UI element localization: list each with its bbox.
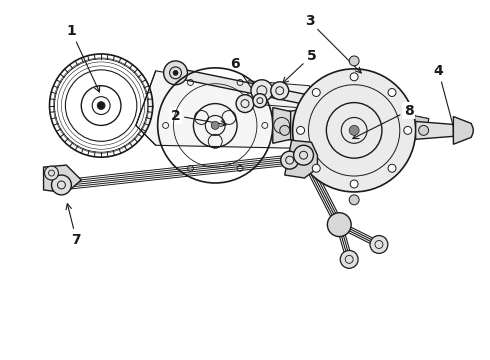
Text: 5: 5: [283, 49, 317, 83]
Circle shape: [340, 251, 358, 268]
Circle shape: [211, 121, 219, 129]
Text: 8: 8: [353, 104, 414, 139]
Text: 1: 1: [67, 24, 99, 92]
Circle shape: [253, 94, 267, 108]
Circle shape: [350, 73, 358, 81]
Circle shape: [173, 70, 178, 75]
Polygon shape: [248, 81, 310, 109]
Circle shape: [327, 213, 351, 237]
Text: 4: 4: [434, 64, 459, 141]
Polygon shape: [273, 109, 310, 142]
Circle shape: [271, 82, 289, 100]
Circle shape: [296, 126, 305, 134]
Polygon shape: [285, 140, 318, 178]
Circle shape: [349, 125, 359, 135]
Polygon shape: [416, 121, 453, 139]
Polygon shape: [383, 110, 429, 130]
Circle shape: [281, 151, 298, 169]
Polygon shape: [273, 108, 291, 143]
Polygon shape: [136, 71, 389, 150]
Polygon shape: [44, 165, 81, 193]
Circle shape: [349, 195, 359, 205]
Circle shape: [418, 125, 429, 135]
Circle shape: [312, 89, 320, 96]
Circle shape: [349, 56, 359, 66]
Circle shape: [404, 126, 412, 134]
Circle shape: [236, 95, 254, 113]
Circle shape: [388, 89, 396, 96]
Circle shape: [51, 175, 72, 195]
Text: 7: 7: [66, 204, 81, 247]
Text: 2: 2: [171, 108, 226, 126]
Circle shape: [97, 102, 105, 109]
Polygon shape: [453, 117, 473, 144]
Text: 3: 3: [305, 14, 361, 73]
Text: 6: 6: [230, 57, 258, 97]
Circle shape: [293, 69, 416, 192]
Circle shape: [312, 164, 320, 172]
Circle shape: [350, 180, 358, 188]
Circle shape: [280, 125, 290, 135]
Polygon shape: [174, 68, 385, 120]
Circle shape: [251, 80, 273, 102]
Circle shape: [45, 166, 58, 180]
Circle shape: [164, 61, 188, 85]
Circle shape: [294, 145, 314, 165]
Circle shape: [388, 164, 396, 172]
Circle shape: [370, 235, 388, 253]
